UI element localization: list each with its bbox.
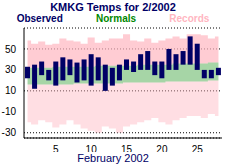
svg-text:25: 25 xyxy=(192,144,204,152)
svg-text:10: 10 xyxy=(86,144,98,152)
svg-text:5: 5 xyxy=(53,144,59,152)
html-text:Normals: Normals xyxy=(96,13,136,24)
svg-text:10: 10 xyxy=(8,85,16,96)
html-text:February 2002: February 2002 xyxy=(77,152,149,164)
svg-text:30: 30 xyxy=(8,64,16,75)
html-text:Records: Records xyxy=(169,13,210,24)
html-text:Observed: Observed xyxy=(16,13,63,24)
svg-text:20: 20 xyxy=(156,144,168,152)
svg-text:15: 15 xyxy=(121,144,133,152)
html-text:KMKG Temps for 2/2002: KMKG Temps for 2/2002 xyxy=(50,1,176,13)
svg-text:-10: -10 xyxy=(8,106,16,117)
svg-text:-30: -30 xyxy=(8,127,16,138)
svg-text:50: 50 xyxy=(8,44,16,55)
